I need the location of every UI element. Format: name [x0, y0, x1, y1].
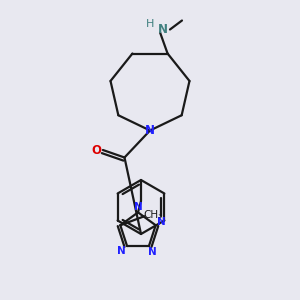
Text: H: H — [146, 19, 155, 29]
Text: N: N — [148, 247, 156, 257]
Text: N: N — [134, 202, 142, 212]
Text: O: O — [91, 143, 101, 157]
Text: N: N — [158, 23, 167, 36]
Text: N: N — [157, 217, 166, 227]
Text: N: N — [117, 245, 125, 256]
Text: CH₃: CH₃ — [144, 210, 163, 220]
Text: N: N — [145, 124, 155, 137]
